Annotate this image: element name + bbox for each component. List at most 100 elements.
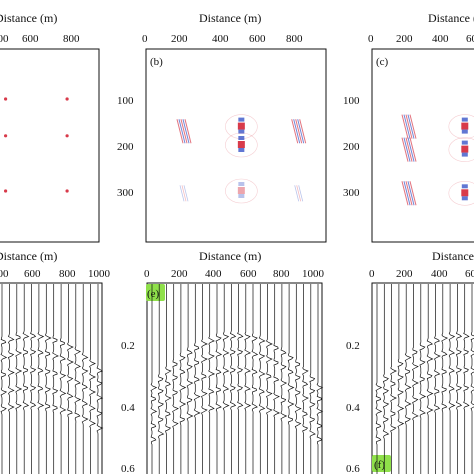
seismic-trace-5	[404, 284, 412, 474]
blob-part	[238, 129, 245, 134]
panel-label-e-background	[146, 284, 165, 301]
image-blob-5	[291, 119, 307, 144]
tick-label-x-200: 200	[396, 268, 413, 280]
blob-part	[238, 194, 245, 198]
target-dot-6	[65, 189, 69, 193]
tick-label-x-0: 0	[142, 33, 148, 45]
tick-label-x-600: 600	[24, 268, 41, 280]
tick-label-x-600: 600	[249, 33, 266, 45]
panel-d-frame	[0, 282, 103, 474]
streak-line	[407, 181, 415, 206]
image-blob-6	[448, 181, 474, 206]
tick-label-y-0.4: 0.4	[346, 402, 360, 414]
axis-title-top-middle: Distance (m)	[199, 11, 261, 25]
seismic-trace-15	[251, 284, 259, 474]
blob-part	[461, 122, 469, 130]
seismic-trace-2	[382, 284, 390, 474]
seismic-trace-6	[186, 284, 194, 474]
streak-line	[299, 119, 307, 144]
streak-line	[401, 137, 409, 162]
panel-b-frame	[145, 48, 327, 243]
seismic-trace-13	[237, 284, 244, 474]
axis-title-top-right: Distance (m)	[428, 11, 474, 25]
image-blob-2	[225, 132, 258, 158]
streak-line	[407, 114, 415, 139]
seismic-trace-9	[59, 284, 67, 474]
streak-line	[178, 119, 186, 144]
target-dot-3	[4, 134, 8, 138]
blob-part	[237, 122, 245, 130]
seismic-trace-5	[179, 284, 187, 474]
seismic-trace-13	[89, 284, 96, 474]
seismic-trace-3	[164, 284, 172, 474]
streak-line	[403, 137, 411, 162]
tick-label-x-600: 600	[22, 33, 39, 45]
seismic-trace-4	[22, 284, 30, 474]
tick-label-y-0.6: 0.6	[346, 463, 360, 474]
panel-a-frame	[0, 48, 100, 243]
seismic-trace-2	[157, 284, 165, 474]
tick-label-y-200: 200	[343, 141, 360, 153]
streak-line	[296, 185, 302, 202]
seismic-trace-11	[74, 284, 82, 474]
axis-title-bottom-right: Distance (m)	[432, 249, 474, 263]
tick-label-x-600: 600	[466, 33, 474, 45]
tick-label-x-600: 600	[240, 268, 257, 280]
seismic-trace-7	[44, 284, 52, 474]
target-dot-2	[65, 97, 69, 101]
seismic-trace-3	[15, 284, 23, 474]
seismic-trace-12	[455, 284, 463, 474]
seismic-trace-8	[52, 284, 59, 474]
image-blob-6	[179, 185, 189, 202]
seismic-trace-23	[309, 284, 316, 474]
seismic-trace-8	[201, 284, 208, 474]
streak-line	[176, 119, 184, 144]
blob-part	[461, 140, 468, 145]
tick-label-x-1000: 1000	[88, 268, 111, 280]
streak-line	[295, 119, 303, 144]
blob-part	[237, 141, 245, 148]
seismic-trace-9	[434, 284, 441, 474]
tick-label-x-400: 400	[431, 268, 448, 280]
seismic-trace-14	[96, 284, 104, 474]
tick-label-y-0.4: 0.4	[121, 402, 135, 414]
target-dot-4	[65, 134, 69, 138]
blob-part	[461, 196, 468, 201]
tick-label-x-800: 800	[59, 268, 76, 280]
panel-f-frame	[371, 282, 474, 474]
panel-c: 0 200 400 600 100 200 300 (c)	[343, 33, 474, 243]
seismic-trace-11	[448, 284, 456, 474]
axis-title-top-left: Distance (m)	[0, 11, 57, 25]
seismic-trace-13	[463, 284, 470, 474]
streak-line	[401, 114, 409, 139]
seismic-trace-12	[229, 284, 237, 474]
image-blob-4	[448, 114, 474, 139]
streak-line	[409, 181, 417, 206]
panel-e: 0 200 400 600 800 1000 0.2 0.4 0.6 (e)	[121, 268, 325, 474]
blob-halo	[448, 137, 474, 162]
tick-label-x-400: 400	[205, 268, 222, 280]
tick-label-x-600: 600	[465, 268, 474, 280]
image-blob-7	[294, 185, 304, 202]
panel-label-b: (b)	[150, 56, 163, 68]
tick-label-x-800: 800	[63, 33, 80, 45]
panel-label-e: (e)	[147, 288, 160, 300]
seismic-trace-4	[397, 284, 405, 474]
tick-label-y-0.6: 0.6	[121, 463, 135, 474]
panel-e-frame	[146, 282, 323, 474]
seismic-trace-22	[302, 284, 309, 474]
seismic-trace-10	[215, 284, 223, 474]
blob-part	[461, 184, 468, 189]
tick-label-x-200: 200	[171, 268, 188, 280]
streak-line	[405, 181, 413, 206]
seismic-trace-5	[30, 284, 37, 474]
tick-label-y-100: 100	[343, 95, 360, 107]
tick-label-x-0: 0	[369, 268, 375, 280]
seismic-trace-1	[0, 284, 8, 474]
target-dot-1	[4, 97, 8, 101]
axis-title-bottom-left: Distance (m)	[0, 249, 57, 263]
seismic-trace-8	[426, 284, 434, 474]
image-blob-4	[176, 119, 192, 144]
blob-part	[461, 117, 468, 122]
